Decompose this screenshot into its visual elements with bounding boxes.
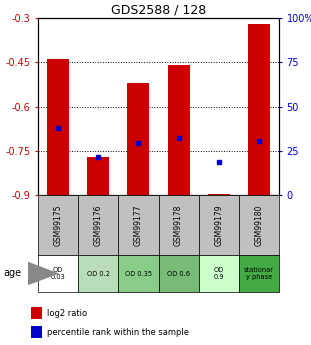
Text: GSM99179: GSM99179 [214, 204, 223, 246]
Text: OD
0.03: OD 0.03 [51, 267, 65, 280]
Bar [78, 195, 118, 255]
Text: GSM99176: GSM99176 [94, 204, 103, 246]
Bar [118, 195, 159, 255]
Bar [168, 65, 190, 195]
Text: age: age [3, 268, 21, 278]
Bar [118, 255, 159, 292]
Text: OD 0.2: OD 0.2 [87, 270, 110, 276]
Text: OD
0.9: OD 0.9 [213, 267, 224, 280]
Text: GSM99178: GSM99178 [174, 204, 183, 246]
Text: GSM99175: GSM99175 [53, 204, 63, 246]
Bar [159, 255, 199, 292]
Bar [208, 194, 230, 195]
Bar [239, 195, 279, 255]
Text: stationar
y phase: stationar y phase [244, 267, 274, 280]
Bar [239, 255, 279, 292]
Bar [78, 255, 118, 292]
Text: OD 0.35: OD 0.35 [125, 270, 152, 276]
Text: OD 0.6: OD 0.6 [167, 270, 190, 276]
Bar [31, 307, 42, 319]
Bar [31, 326, 42, 338]
Text: log2 ratio: log2 ratio [47, 308, 87, 318]
Text: GSM99177: GSM99177 [134, 204, 143, 246]
Bar [199, 195, 239, 255]
Bar [159, 195, 199, 255]
Bar [47, 59, 69, 195]
Bar [248, 24, 270, 195]
Bar [199, 255, 239, 292]
Title: GDS2588 / 128: GDS2588 / 128 [111, 4, 206, 17]
Bar [128, 83, 150, 195]
Bar [87, 157, 109, 195]
Text: percentile rank within the sample: percentile rank within the sample [47, 327, 189, 337]
Polygon shape [28, 262, 59, 285]
Bar [38, 255, 78, 292]
Text: GSM99180: GSM99180 [254, 204, 263, 246]
Bar [38, 195, 78, 255]
